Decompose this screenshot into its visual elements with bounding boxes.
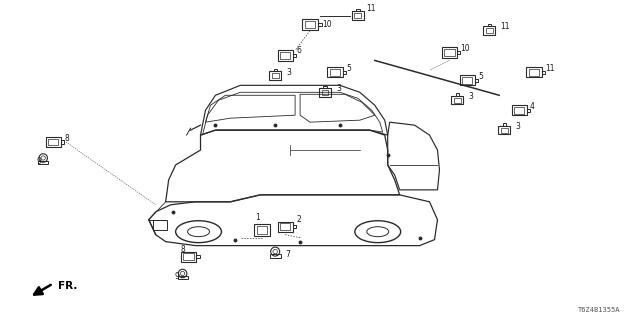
Bar: [451, 96, 463, 105]
Text: 4: 4: [530, 102, 535, 111]
Bar: [153, 220, 166, 230]
Bar: [527, 108, 530, 112]
Bar: [352, 12, 364, 20]
Bar: [323, 85, 326, 88]
Bar: [444, 49, 454, 56]
Bar: [292, 225, 296, 228]
Text: 3: 3: [286, 68, 291, 77]
Bar: [457, 51, 460, 54]
Bar: [460, 75, 475, 85]
Bar: [48, 139, 58, 146]
Bar: [514, 107, 524, 114]
Bar: [527, 67, 541, 77]
Bar: [456, 93, 459, 96]
Text: 10: 10: [460, 44, 470, 53]
Text: 11: 11: [500, 22, 509, 31]
Bar: [280, 223, 290, 230]
Bar: [321, 90, 328, 95]
Bar: [272, 73, 278, 78]
Bar: [177, 276, 188, 279]
Text: 5: 5: [478, 72, 483, 81]
Bar: [462, 77, 472, 84]
Text: 3: 3: [336, 84, 341, 93]
Bar: [257, 226, 268, 234]
Text: 11: 11: [366, 4, 375, 13]
Bar: [499, 126, 510, 134]
Bar: [330, 69, 340, 76]
Text: 9: 9: [36, 157, 41, 166]
Bar: [454, 98, 461, 103]
Text: FR.: FR.: [58, 282, 77, 292]
Bar: [45, 137, 61, 147]
Text: 7: 7: [285, 250, 290, 259]
Bar: [184, 253, 194, 260]
Bar: [61, 140, 64, 144]
Bar: [318, 23, 322, 26]
Bar: [292, 54, 296, 57]
Bar: [254, 224, 270, 236]
Bar: [273, 68, 277, 71]
Bar: [541, 71, 545, 74]
Bar: [475, 79, 478, 82]
Bar: [305, 21, 316, 28]
Text: 9: 9: [175, 272, 179, 281]
Text: 8: 8: [180, 245, 186, 254]
Bar: [38, 161, 48, 164]
Bar: [278, 50, 292, 60]
Text: T6Z4B1355A: T6Z4B1355A: [577, 307, 620, 313]
Bar: [302, 19, 318, 30]
Text: 5: 5: [346, 64, 351, 73]
Bar: [483, 26, 495, 35]
Bar: [529, 69, 539, 76]
Bar: [502, 123, 506, 126]
Text: 11: 11: [545, 64, 554, 73]
Bar: [501, 128, 508, 133]
Bar: [278, 222, 292, 232]
Bar: [356, 9, 360, 12]
Bar: [488, 24, 491, 26]
Bar: [486, 28, 493, 33]
Bar: [355, 13, 361, 18]
Bar: [270, 254, 280, 258]
Text: 6: 6: [296, 46, 301, 55]
Text: 8: 8: [64, 133, 69, 143]
Text: 3: 3: [515, 122, 520, 131]
Bar: [280, 52, 290, 59]
Text: 1: 1: [255, 213, 260, 222]
Bar: [511, 105, 527, 115]
Bar: [196, 255, 200, 258]
Text: 10: 10: [322, 20, 332, 29]
Bar: [319, 88, 331, 97]
Bar: [327, 67, 342, 77]
Bar: [181, 252, 196, 262]
Text: 3: 3: [468, 92, 473, 101]
Bar: [442, 47, 457, 58]
Bar: [269, 71, 281, 80]
Text: 2: 2: [296, 215, 301, 224]
Bar: [342, 71, 346, 74]
